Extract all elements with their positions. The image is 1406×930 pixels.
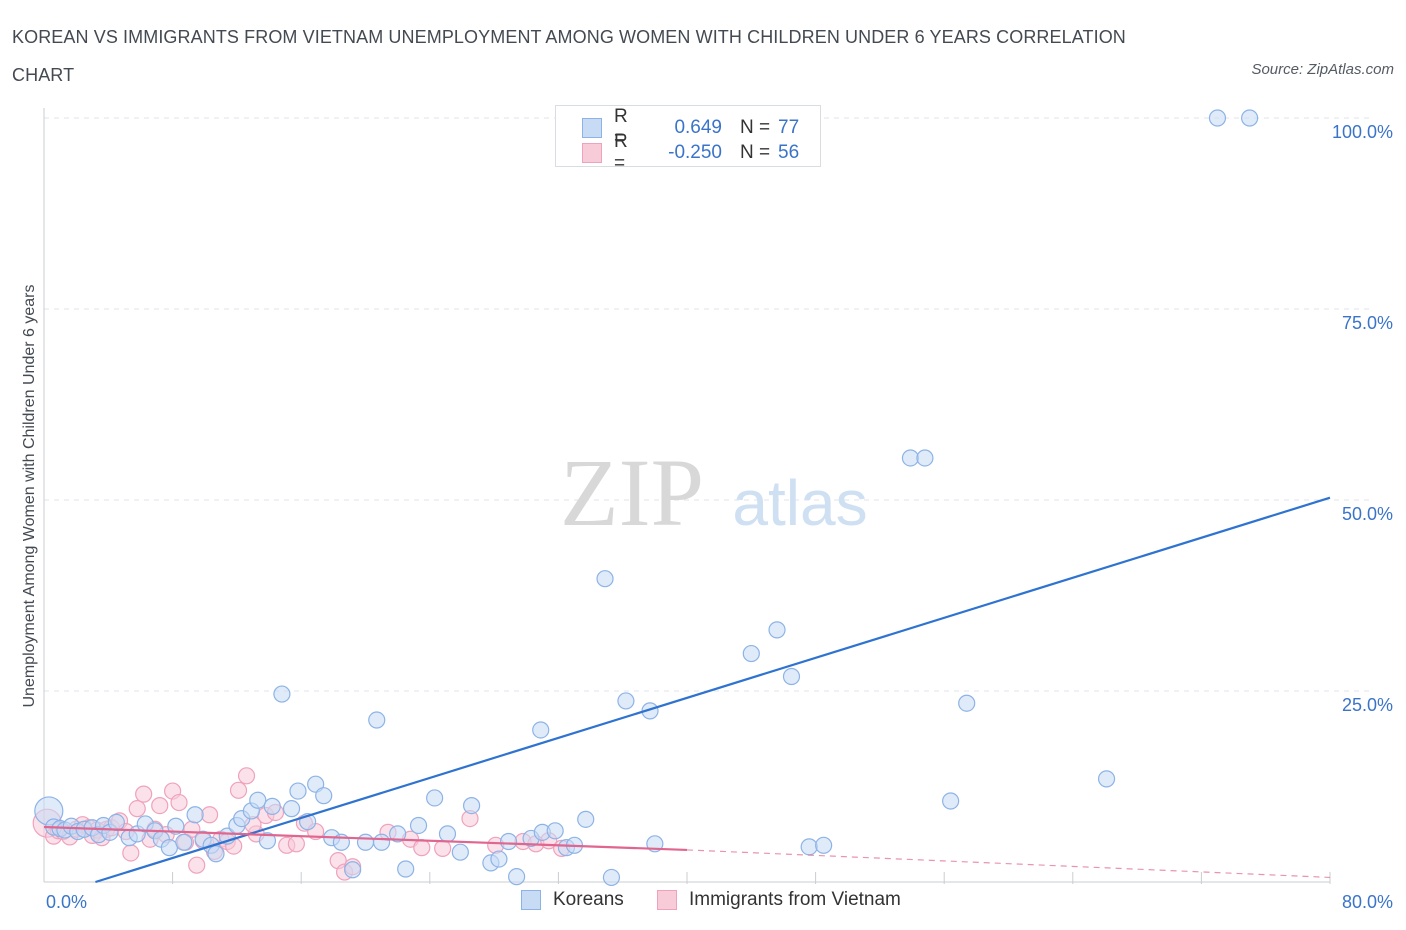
- trend-layer: [43, 496, 1331, 884]
- tick-layer: 25.0% 50.0% 75.0% 100.0% 0.0% 80.0%: [46, 122, 1393, 912]
- points-layer: [32, 109, 1259, 887]
- korean-point: [249, 791, 267, 809]
- koreans-swatch: [582, 118, 602, 138]
- vietnam-trend-extension: [686, 849, 1331, 879]
- r-value: -0.250: [668, 142, 722, 163]
- korean-point: [438, 825, 457, 843]
- vietnam-point: [128, 800, 146, 818]
- korean-point: [175, 833, 193, 851]
- korean-point: [768, 621, 786, 639]
- korean-point: [916, 449, 934, 467]
- korean-point: [315, 787, 333, 805]
- korean-point: [1241, 109, 1259, 127]
- n-label: N =: [740, 117, 771, 138]
- korean-point: [263, 797, 281, 815]
- watermark-zip: ZIP: [560, 439, 704, 546]
- korean-point: [426, 789, 444, 807]
- korean-point: [742, 644, 760, 663]
- watermark-atlas: atlas: [732, 467, 867, 539]
- korean-point: [389, 825, 407, 843]
- chart-title: KOREAN VS IMMIGRANTS FROM VIETNAM UNEMPL…: [12, 27, 1126, 85]
- legend-row-koreans: R = 0.649 N = 77: [582, 106, 800, 149]
- korean-point: [546, 822, 564, 840]
- korean-point: [282, 800, 301, 818]
- vietnam-point: [200, 806, 219, 824]
- korean-point: [490, 850, 508, 868]
- n-value: 77: [778, 117, 800, 138]
- grid-layer: [44, 117, 1370, 692]
- korean-point: [596, 570, 614, 588]
- y-tick-label: 100.0%: [1332, 122, 1393, 142]
- vietnam-point: [170, 793, 188, 812]
- axis-layer: [43, 108, 1331, 884]
- correlation-legend: R = 0.649 N = 77 R = -0.250 N = 56: [555, 105, 821, 174]
- vietnam-point: [135, 785, 153, 803]
- vietnam-point: [434, 839, 452, 857]
- korean-point: [508, 868, 526, 886]
- vietnam-legend-swatch: [657, 890, 677, 910]
- koreans-trend-line: [95, 496, 1331, 884]
- korean-point: [273, 685, 291, 703]
- x-tick-label: 0.0%: [46, 892, 87, 912]
- korean-point: [356, 833, 375, 851]
- korean-point: [344, 861, 362, 879]
- legend-row-vietnam: R = -0.250 N = 56: [582, 131, 800, 174]
- koreans-legend-label: Koreans: [553, 889, 624, 910]
- y-tick-label: 50.0%: [1342, 504, 1393, 524]
- vietnam-point: [237, 767, 256, 785]
- series-legend: Koreans Immigrants from Vietnam: [0, 889, 1406, 915]
- korean-point: [1097, 770, 1116, 788]
- korean-point: [800, 838, 818, 856]
- korean-point: [186, 806, 204, 824]
- x-tick-label: 80.0%: [1342, 892, 1393, 912]
- korean-point: [462, 796, 481, 815]
- vietnam-point: [122, 844, 140, 862]
- vietnam-point: [151, 796, 169, 815]
- korean-point: [409, 816, 428, 835]
- vietnam-trend-line: [43, 825, 688, 852]
- vietnam-point: [188, 856, 206, 874]
- korean-point: [942, 792, 960, 810]
- korean-point: [368, 711, 386, 729]
- n-label: N =: [740, 142, 771, 163]
- y-tick-label: 25.0%: [1342, 695, 1393, 715]
- vietnam-point: [413, 839, 431, 857]
- korean-point: [815, 836, 833, 854]
- legend-item-koreans[interactable]: Koreans: [521, 889, 624, 911]
- r-label: R =: [614, 131, 628, 174]
- korean-point: [782, 667, 801, 686]
- korean-point: [451, 843, 469, 861]
- korean-point: [617, 692, 635, 710]
- korean-point: [160, 839, 178, 857]
- legend-item-vietnam[interactable]: Immigrants from Vietnam: [657, 889, 901, 911]
- vietnam-point: [229, 781, 248, 799]
- korean-point: [532, 721, 550, 739]
- r-value: 0.649: [674, 117, 722, 138]
- korean-point: [499, 832, 518, 851]
- koreans-legend-swatch: [521, 890, 541, 910]
- korean-point: [958, 694, 976, 712]
- source-label: Source: ZipAtlas.com: [1251, 61, 1394, 78]
- r-label: R =: [614, 106, 628, 149]
- korean-point: [397, 860, 415, 878]
- korean-point: [107, 813, 125, 832]
- korean-point: [258, 832, 277, 850]
- vietnam-swatch: [582, 143, 602, 163]
- korean-point: [167, 817, 185, 835]
- korean-point: [602, 868, 621, 887]
- korean-point: [901, 449, 920, 467]
- korean-point: [207, 845, 225, 863]
- vietnam-point: [287, 835, 305, 853]
- korean-point: [289, 782, 307, 800]
- y-tick-label: 75.0%: [1342, 313, 1393, 333]
- n-value: 56: [778, 142, 800, 163]
- korean-point: [372, 833, 391, 851]
- watermark: ZIP atlas: [560, 439, 868, 546]
- korean-point: [1208, 109, 1227, 127]
- vietnam-legend-label: Immigrants from Vietnam: [689, 889, 901, 910]
- korean-point: [577, 810, 595, 828]
